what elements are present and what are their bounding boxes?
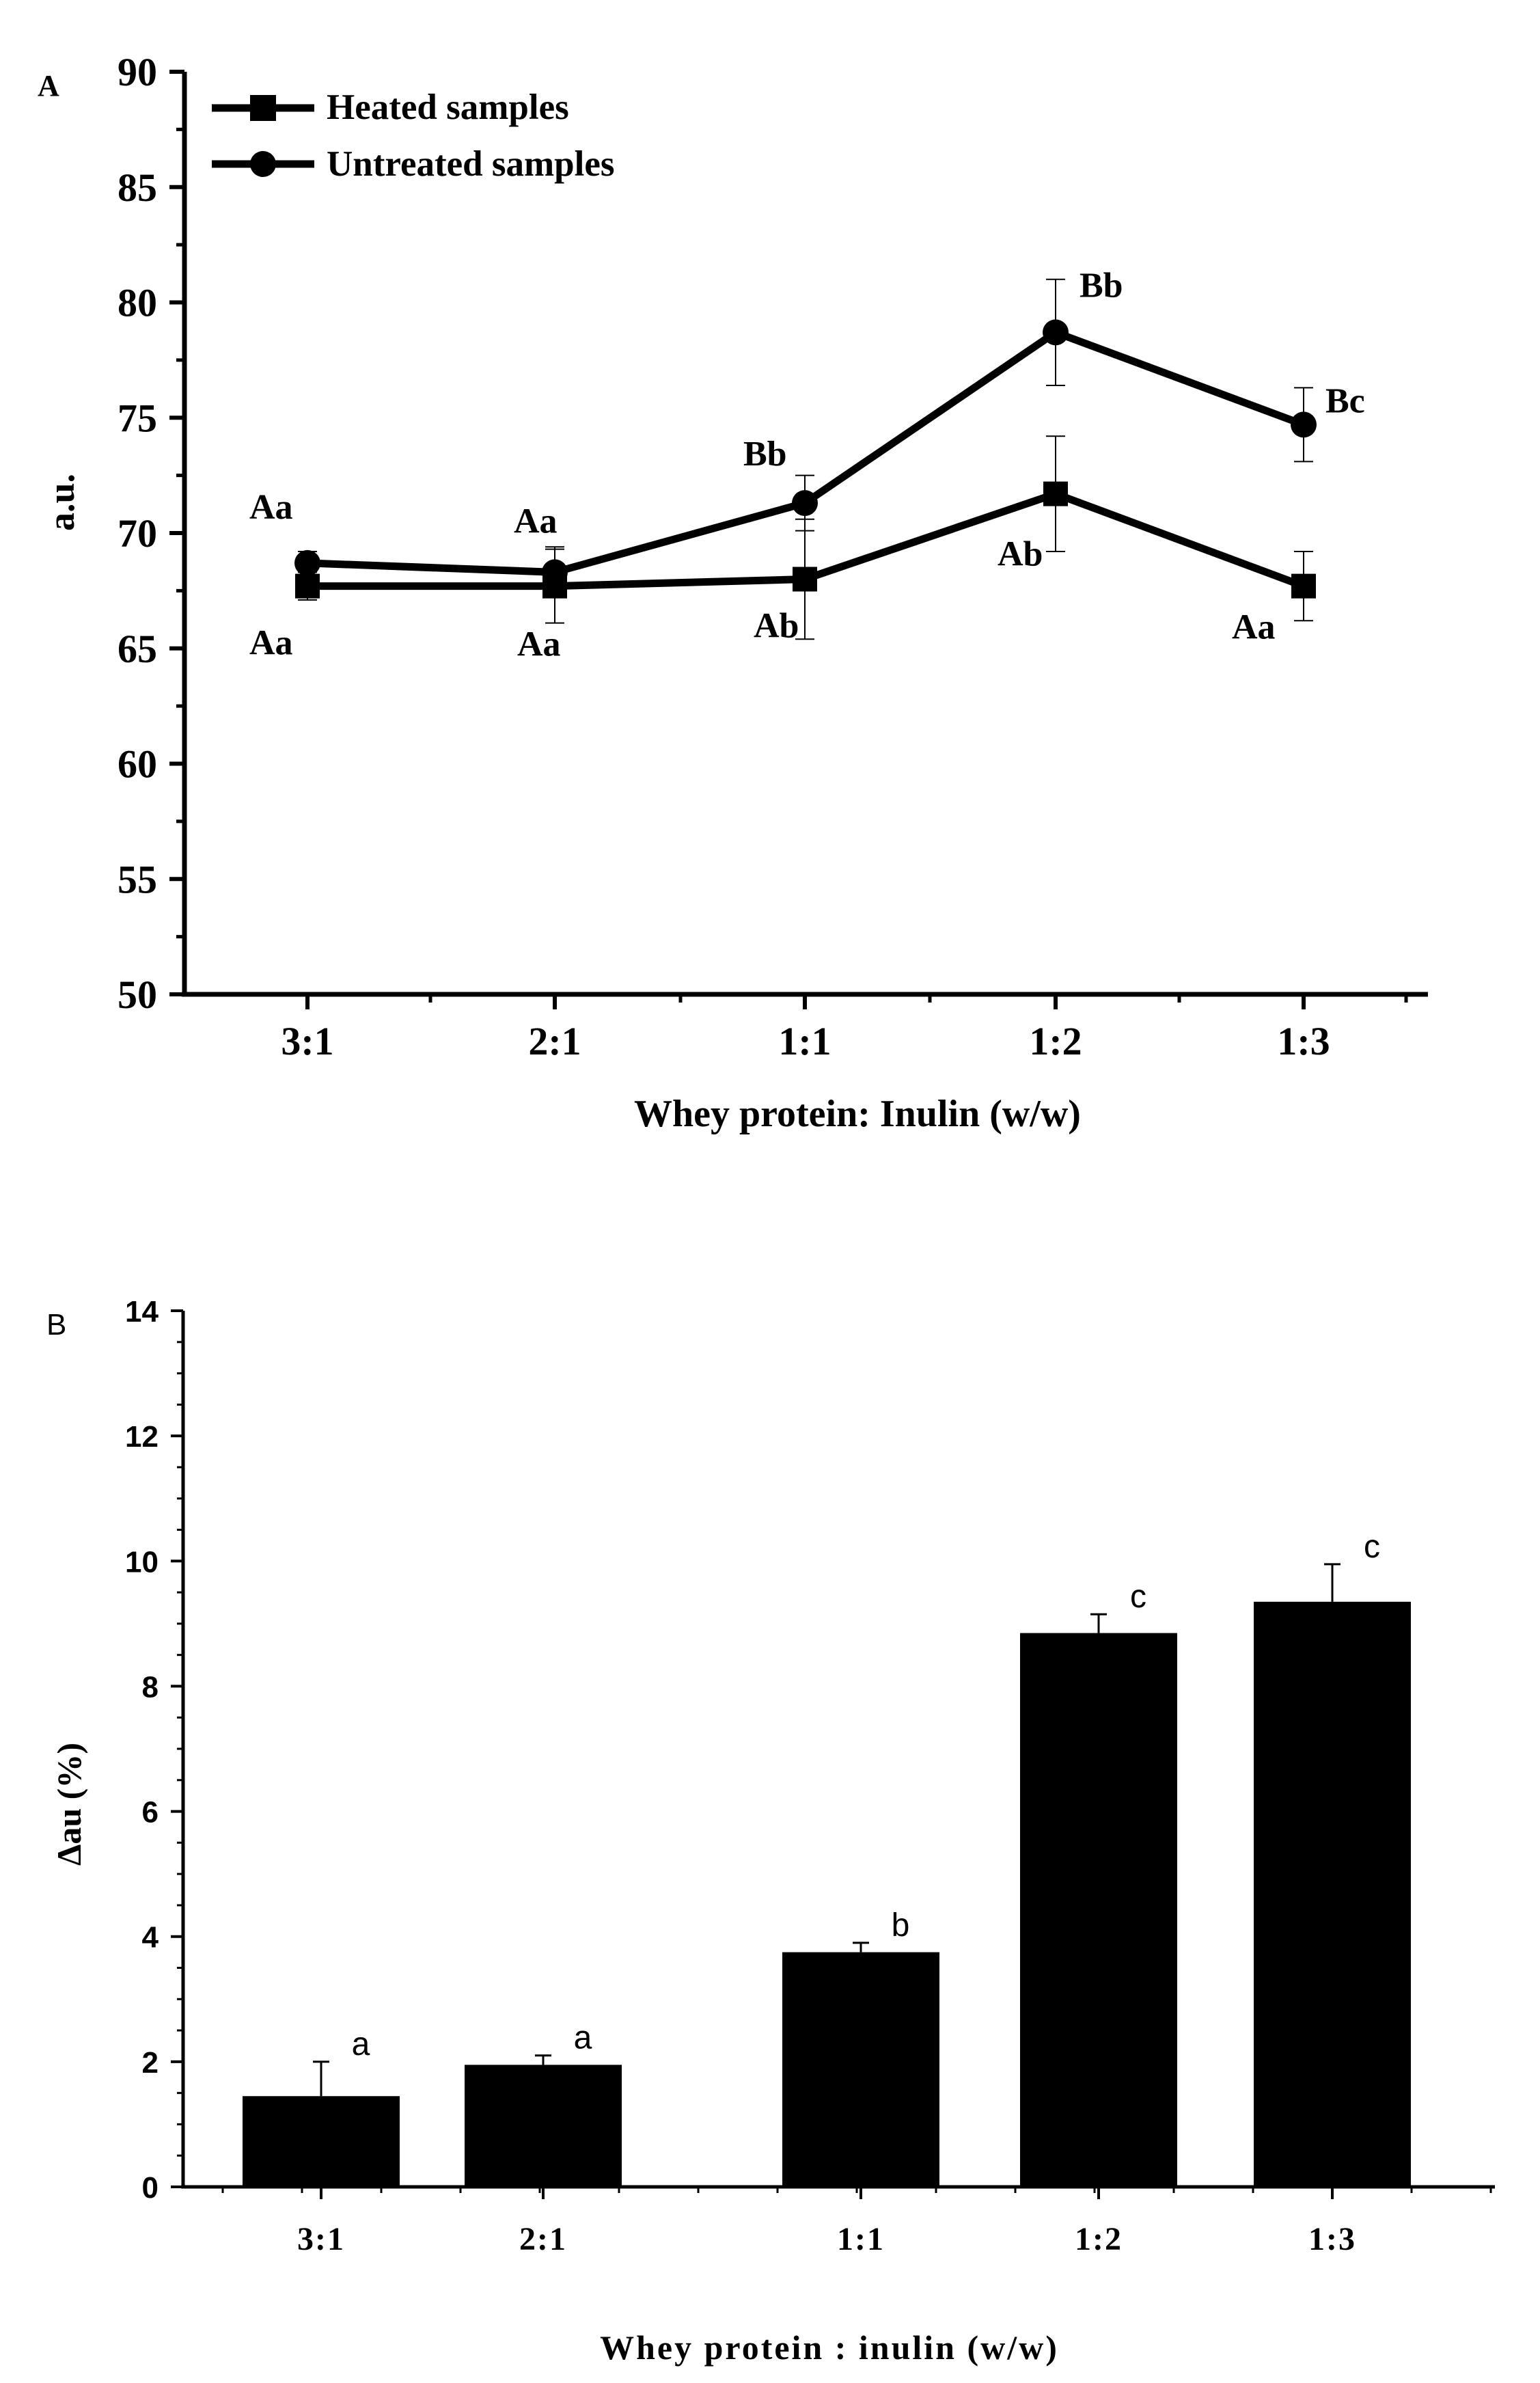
- annotation-untreated: Bc: [1325, 381, 1365, 420]
- annotation-heated: Ab: [754, 607, 799, 646]
- panel-b-x-tick-label: 1:1: [837, 2221, 885, 2257]
- panel-b-x-axis-title: Whey protein : inulin (w/w): [600, 2328, 1059, 2367]
- panel-a-y-axis-title: a.u.: [41, 474, 82, 531]
- data-point-untreated: [1043, 319, 1069, 346]
- annotation-untreated: Aa: [249, 488, 293, 527]
- panel-b-annotations: a a b c c: [352, 1529, 1380, 2062]
- annotation-heated: Aa: [1232, 608, 1276, 647]
- data-point-untreated: [792, 490, 818, 517]
- data-point-untreated: [294, 549, 320, 576]
- panel-a-x-tick-label: 2:1: [528, 1019, 581, 1063]
- panel-a-series: [294, 278, 1317, 640]
- panel-a-y-tick-label: 90: [118, 50, 157, 94]
- annotation-heated: Aa: [249, 624, 293, 663]
- data-point-untreated: [542, 559, 568, 586]
- annotation-heated: Aa: [517, 625, 561, 664]
- bar-annotation: c: [1364, 1529, 1380, 1565]
- panel-b: B 0 2 4 6 8 10 12 14 3:1 2:1 1:1 1:2 1:3 a a b c c Whey …: [46, 1295, 1495, 2367]
- panel-a-label: A: [38, 69, 59, 103]
- panel-b-y-tick-label: 2: [142, 2046, 159, 2080]
- bar: [243, 2096, 400, 2187]
- legend-untreated-label: Untreated samples: [327, 144, 615, 184]
- data-point-heated: [793, 567, 817, 592]
- data-point-heated: [1291, 573, 1316, 599]
- panel-a-y-tick-label: 70: [118, 511, 157, 556]
- panel-a-legend: Heated samples Untreated samples: [212, 87, 615, 184]
- legend-untreated-marker: [250, 151, 276, 177]
- bar-annotation: b: [892, 1907, 910, 1944]
- panel-b-y-tick-label: 0: [142, 2171, 159, 2205]
- panel-a-x-tick-label: 1:2: [1029, 1019, 1082, 1063]
- panel-a-x-tick-label: 1:1: [778, 1019, 831, 1063]
- panel-a-y-tick-label: 75: [118, 396, 157, 440]
- panel-a: A Heated samples Untreated samples 50 55 6…: [38, 50, 1428, 1135]
- panel-a-y-tick-label: 50: [118, 972, 157, 1017]
- bar-annotation: a: [352, 2026, 370, 2062]
- panel-b-y-tick-label: 10: [125, 1545, 159, 1579]
- panel-b-y-tick-label: 6: [142, 1796, 159, 1829]
- bar: [782, 1952, 939, 2187]
- panel-b-label: B: [46, 1308, 66, 1342]
- panel-a-annotations: Aa Aa Bb Bb Bc Aa Aa Ab Ab Aa: [249, 266, 1365, 664]
- panel-a-x-axis-title: Whey protein: Inulin (w/w): [634, 1093, 1081, 1135]
- data-point-heated: [1043, 481, 1068, 506]
- panel-a-axes: 50 55 60 65 70 75 80 85 90 3:1 2:1 1:1 1:2 1:3: [118, 50, 1428, 1063]
- bar: [1254, 1601, 1411, 2187]
- panel-b-x-tick-label: 1:3: [1308, 2221, 1356, 2257]
- panel-a-y-tick-label: 55: [118, 857, 157, 901]
- panel-b-y-tick-label: 12: [125, 1420, 159, 1454]
- panel-a-x-tick-label: 1:3: [1277, 1019, 1330, 1063]
- bar: [465, 2065, 622, 2187]
- panel-a-y-tick-label: 60: [118, 742, 157, 787]
- annotation-untreated: Bb: [743, 435, 787, 474]
- panel-a-x-tick-label: 3:1: [281, 1019, 333, 1063]
- annotation-untreated: Bb: [1080, 266, 1123, 305]
- legend-heated-label: Heated samples: [327, 87, 569, 127]
- bar-annotation: c: [1130, 1579, 1146, 1615]
- panel-b-x-tick-label: 1:2: [1075, 2221, 1123, 2257]
- bar: [1020, 1633, 1177, 2187]
- annotation-untreated: Aa: [514, 502, 558, 541]
- panel-a-y-tick-label: 85: [118, 165, 157, 210]
- panel-b-x-tick-label: 2:1: [519, 2221, 567, 2257]
- data-point-untreated: [1291, 411, 1317, 438]
- panel-b-y-tick-label: 4: [142, 1921, 159, 1955]
- panel-b-y-tick-label: 8: [142, 1670, 159, 1704]
- data-point-heated: [295, 573, 320, 599]
- panel-a-y-tick-label: 80: [118, 281, 157, 325]
- annotation-heated: Ab: [998, 535, 1043, 574]
- panel-a-y-tick-label: 65: [118, 627, 157, 671]
- panel-b-x-tick-label: 3:1: [297, 2221, 345, 2257]
- panel-b-y-tick-label: 14: [125, 1295, 159, 1329]
- panel-b-bars: [243, 1563, 1411, 2187]
- legend-heated-marker: [250, 95, 276, 121]
- panel-b-y-axis-title: Δau (%): [50, 1743, 88, 1866]
- bar-annotation: a: [574, 2020, 592, 2056]
